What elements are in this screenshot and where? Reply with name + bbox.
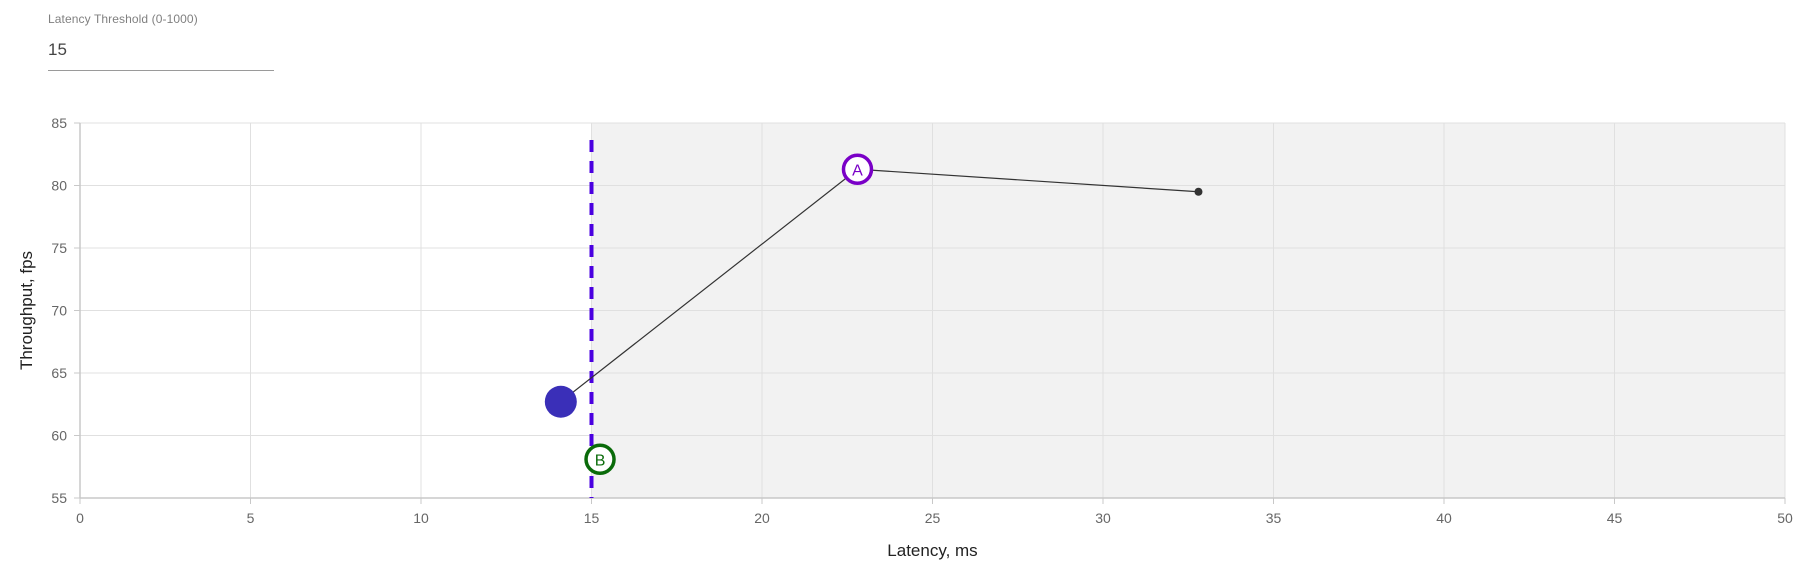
y-tick-label: 65	[51, 365, 67, 381]
y-tick-label: 85	[51, 115, 67, 131]
y-tick-label: 70	[51, 303, 67, 319]
x-tick-label: 20	[754, 510, 770, 526]
x-axis-ticks: 0 5 10 15 20 25 30 35 40 45 50	[76, 498, 1793, 526]
data-point	[1194, 187, 1203, 196]
x-tick-label: 25	[925, 510, 941, 526]
point-marker-b	[584, 443, 616, 475]
latency-threshold-label: Latency Threshold (0-1000)	[48, 12, 198, 26]
y-tick-label: 55	[51, 490, 67, 506]
x-axis-title: Latency, ms	[887, 541, 977, 560]
y-tick-label: 75	[51, 240, 67, 256]
x-tick-label: 35	[1266, 510, 1282, 526]
point-markers: AB	[544, 153, 874, 475]
point-marker-label-a: A	[852, 162, 863, 179]
latency-threshold-control: Latency Threshold (0-1000)	[48, 12, 274, 71]
x-tick-label: 30	[1095, 510, 1111, 526]
selected-point-marker	[544, 385, 577, 418]
x-tick-label: 15	[584, 510, 600, 526]
x-tick-label: 5	[247, 510, 255, 526]
y-axis-title: Throughput, fps	[17, 251, 36, 370]
x-tick-label: 10	[413, 510, 429, 526]
y-tick-label: 80	[51, 178, 67, 194]
x-tick-label: 45	[1607, 510, 1623, 526]
y-axis-ticks: 55 60 65 70 75 80 85	[51, 115, 80, 506]
x-tick-label: 40	[1436, 510, 1452, 526]
x-tick-label: 0	[76, 510, 84, 526]
y-tick-label: 60	[51, 428, 67, 444]
point-marker-label-b: B	[595, 452, 606, 469]
latency-threshold-input[interactable]	[48, 38, 274, 71]
x-tick-label: 50	[1777, 510, 1793, 526]
point-marker-a	[841, 153, 874, 185]
